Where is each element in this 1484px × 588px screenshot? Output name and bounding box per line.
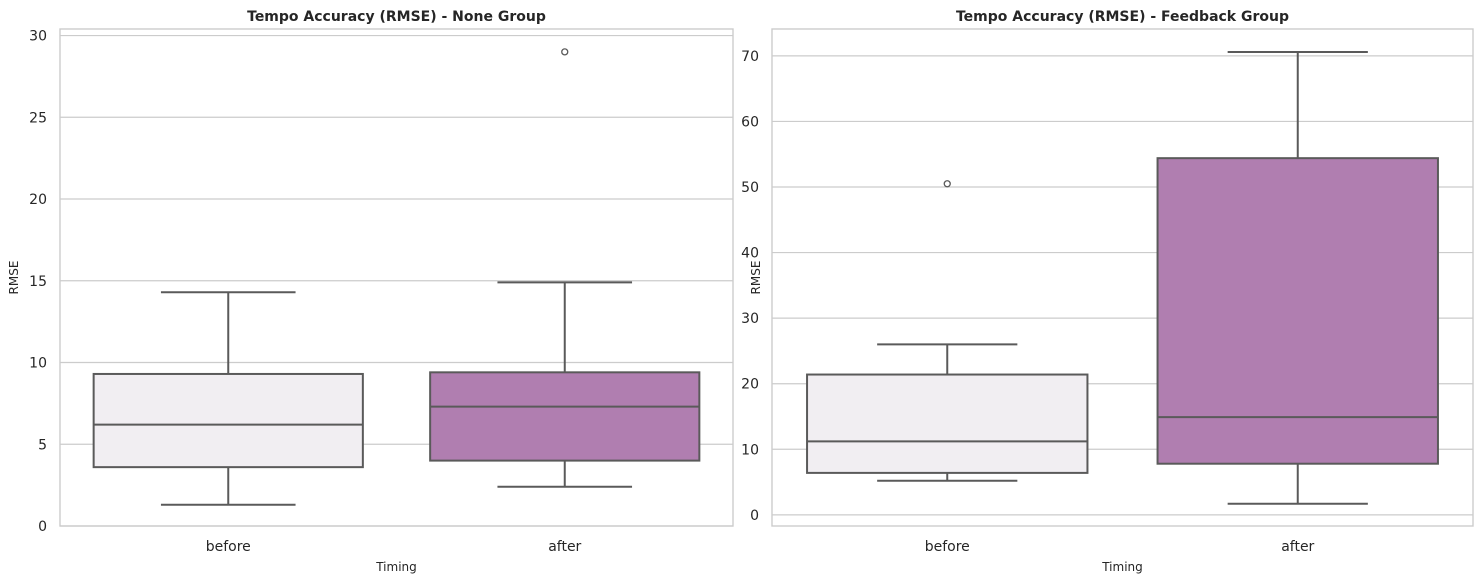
- y-tick-label: 70: [741, 49, 759, 65]
- box-after: [1156, 50, 1439, 505]
- y-tick-label: 0: [38, 519, 47, 535]
- y-axis-label: RMSE: [7, 261, 21, 295]
- y-axis-label: RMSE: [749, 261, 763, 295]
- y-tick-label: 50: [741, 180, 759, 196]
- y-tick-label: 60: [741, 114, 759, 130]
- iqr-box: [429, 371, 701, 462]
- y-tick-label: 30: [741, 311, 759, 327]
- y-tick-label: 5: [38, 437, 47, 453]
- chart-title: Tempo Accuracy (RMSE) - Feedback Group: [956, 9, 1289, 25]
- outlier-point: [943, 180, 951, 188]
- axes-frame: [771, 28, 1474, 527]
- chart-panel-1: 0 5 10 15 20 25 30 before after Tempo Accuracy (R…: [7, 9, 734, 574]
- x-tick-label: before: [206, 539, 251, 555]
- iqr-box: [92, 372, 364, 469]
- y-tick-label: 30: [29, 29, 47, 45]
- box-before: [806, 180, 1089, 482]
- y-tick-label: 20: [741, 377, 759, 393]
- y-tick-label: 10: [741, 442, 759, 458]
- x-tick-label: after: [548, 539, 581, 555]
- outlier-point: [561, 48, 569, 56]
- y-tick-label: 0: [750, 508, 759, 524]
- iqr-box: [806, 373, 1089, 474]
- chart-title: Tempo Accuracy (RMSE) - None Group: [247, 9, 546, 25]
- chart-panel-2: 0 10 20 30 40 50 60 70 before after Tempo Accuracy…: [741, 9, 1474, 574]
- iqr-box: [1156, 157, 1439, 465]
- y-tick-label: 25: [29, 110, 47, 126]
- x-axis-label: Timing: [375, 560, 417, 574]
- y-tick-label: 15: [29, 274, 47, 290]
- box-after: [429, 48, 701, 488]
- axes-frame: [59, 28, 734, 527]
- y-tick-label: 40: [741, 246, 759, 262]
- x-tick-label: after: [1281, 539, 1314, 555]
- box-before: [92, 291, 364, 506]
- y-tick-label: 10: [29, 356, 47, 372]
- x-tick-label: before: [925, 539, 970, 555]
- x-axis-label: Timing: [1101, 560, 1143, 574]
- y-tick-label: 20: [29, 192, 47, 208]
